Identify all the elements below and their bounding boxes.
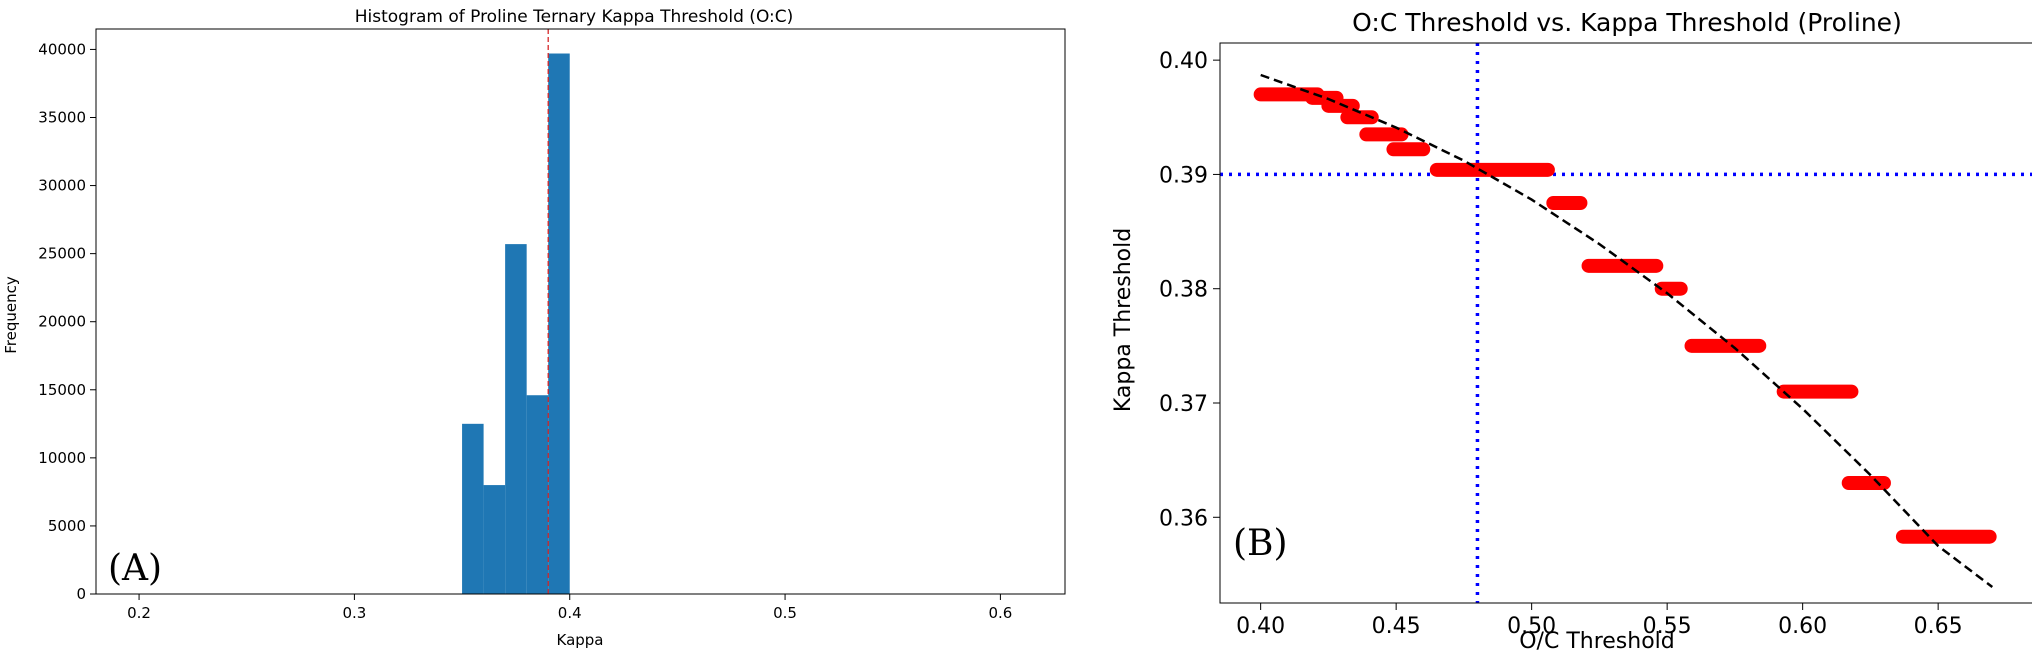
- scatter-x-tick-label: 0.60: [1778, 614, 1827, 639]
- scatter-fit-curve: [1260, 73, 1994, 588]
- scatter-title: O:C Threshold vs. Kappa Threshold (Proli…: [1352, 8, 1902, 37]
- scatter-ticks: 0.40 0.45 0.50 0.55 0.60 0.65 0.36 0.37 0.38 0.39…: [1159, 49, 1963, 639]
- scatter-plot-frame: [1219, 42, 2032, 604]
- scatter-point-run: [1386, 142, 1431, 157]
- scatter-point-run: [1684, 338, 1767, 353]
- histogram-x-axis-label: Kappa: [557, 631, 604, 649]
- scatter-x-tick-label: 0.45: [1372, 614, 1421, 639]
- scatter-point-run: [1776, 384, 1859, 399]
- histogram-y-tick-label: 15000: [38, 381, 86, 399]
- scatter-y-tick-label: 0.40: [1159, 49, 1208, 74]
- histogram-bar: [505, 244, 527, 594]
- histogram-x-tick-label: 0.4: [558, 604, 582, 622]
- scatter-y-tick-label: 0.39: [1159, 163, 1208, 188]
- scatter-x-tick-label: 0.40: [1236, 614, 1285, 639]
- scatter-y-tick-label: 0.36: [1159, 506, 1208, 531]
- histogram-y-tick-label: 25000: [38, 245, 86, 263]
- scatter-y-tick-label: 0.37: [1159, 392, 1208, 417]
- scatter-x-tick-label: 0.55: [1643, 614, 1692, 639]
- histogram-bar: [548, 53, 570, 594]
- histogram-title: Histogram of Proline Ternary Kappa Thres…: [355, 7, 794, 27]
- histogram-bars: [462, 53, 570, 594]
- histogram-y-tick-label: 10000: [38, 449, 86, 467]
- histogram-bar: [483, 485, 506, 594]
- histogram-bar: [462, 423, 484, 594]
- histogram-x-tick-label: 0.3: [342, 604, 366, 622]
- histogram-x-tick-label: 0.2: [127, 604, 151, 622]
- scatter-x-axis-label: O/C Threshold: [1519, 629, 1675, 652]
- scatter-x-tick-label: 0.65: [1914, 614, 1963, 639]
- scatter-point-run: [1546, 196, 1588, 210]
- histogram-bar: [526, 395, 549, 594]
- scatter-point-run: [1359, 127, 1409, 142]
- scatter-panel: O:C Threshold vs. Kappa Threshold (Proli…: [1111, 8, 2032, 652]
- histogram-plot-frame: [95, 28, 1066, 595]
- scatter-x-tick-label: 0.50: [1507, 614, 1556, 639]
- scatter-y-axis-label: Kappa Threshold: [1111, 228, 1136, 412]
- histogram-y-tick-label: 5000: [48, 517, 86, 535]
- scatter-point-run: [1654, 281, 1688, 296]
- scatter-point-run: [1581, 258, 1664, 273]
- histogram-y-tick-label: 40000: [38, 40, 86, 58]
- scatter-points: [1253, 87, 1997, 544]
- scatter-y-tick-label: 0.38: [1159, 278, 1208, 303]
- histogram-x-tick-label: 0.5: [773, 604, 797, 622]
- panel-label-a: (A): [108, 548, 162, 589]
- histogram-y-axis-label: Frequency: [2, 276, 20, 354]
- histogram-y-tick-label: 30000: [38, 177, 86, 195]
- scatter-point-run: [1321, 98, 1360, 113]
- histogram-y-tick-label: 35000: [38, 108, 86, 126]
- scatter-reference-lines: [1220, 43, 2032, 603]
- scatter-point-run: [1429, 162, 1555, 177]
- scatter-point-run: [1841, 476, 1891, 490]
- histogram-x-tick-label: 0.6: [988, 604, 1012, 622]
- histogram-panel: Histogram of Proline Ternary Kappa Thres…: [2, 7, 1066, 649]
- panel-label-b: (B): [1233, 523, 1288, 564]
- scatter-point-run: [1895, 529, 1997, 544]
- scatter-point-run: [1340, 110, 1379, 125]
- histogram-ticks: 0.2 0.3 0.4 0.5 0.6 0 5000 10000 15000 20000 25000…: [38, 40, 1012, 622]
- histogram-y-tick-label: 20000: [38, 313, 86, 331]
- histogram-y-tick-label: 0: [76, 585, 86, 603]
